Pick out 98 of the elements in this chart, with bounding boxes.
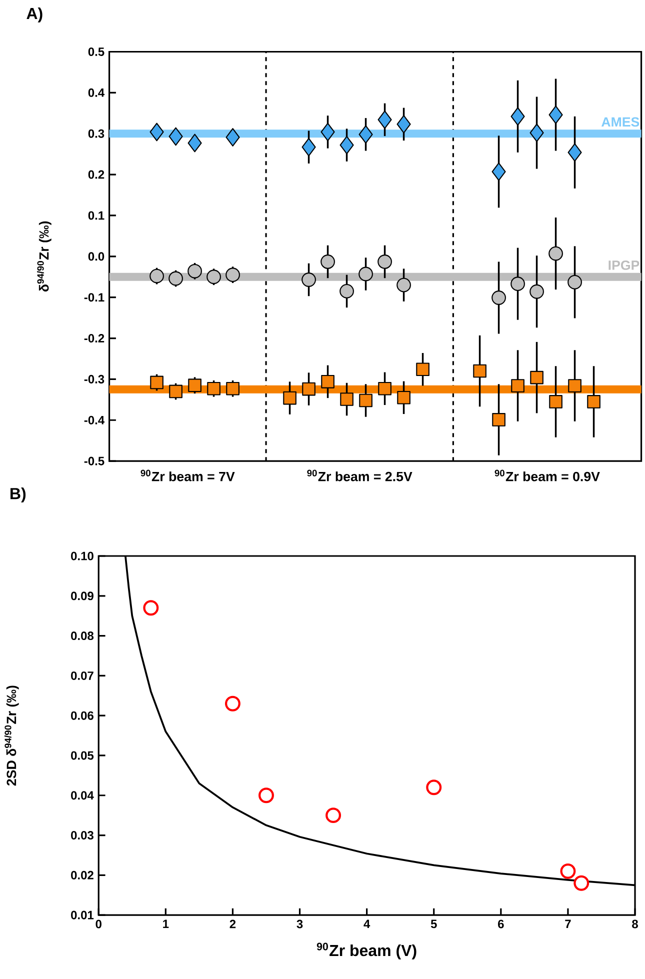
point xyxy=(320,374,334,388)
x-tick-label: 8 xyxy=(632,920,638,928)
x-tick-label: 1 xyxy=(162,920,169,928)
y-tick-label: -0.1 xyxy=(84,293,104,302)
point xyxy=(225,268,240,282)
y-tick-label: 0.5 xyxy=(88,47,104,56)
point xyxy=(150,376,164,390)
y-axis-title: δ$^{94/90}$Zr (‰) xyxy=(36,221,52,292)
point xyxy=(568,379,582,392)
point xyxy=(378,110,392,129)
point xyxy=(302,138,316,156)
text: $^{90}$Zr beam = 0.9V xyxy=(494,470,600,482)
point xyxy=(530,124,544,142)
point xyxy=(258,788,274,804)
point xyxy=(492,413,506,426)
point xyxy=(510,107,525,126)
chart-title: B) xyxy=(10,488,26,502)
x-tick-label: 3 xyxy=(296,920,303,928)
point xyxy=(510,379,524,392)
point xyxy=(568,143,582,162)
y-tick-label: 0.05 xyxy=(70,751,94,760)
y-tick-label: -0.3 xyxy=(84,374,104,384)
point xyxy=(586,395,600,408)
point xyxy=(560,863,576,879)
point xyxy=(529,284,544,299)
point xyxy=(282,391,296,405)
y-tick-label: 0.06 xyxy=(70,711,94,720)
point xyxy=(301,272,316,287)
ref-line-label: AMES xyxy=(601,117,640,127)
x-tick-label: 5 xyxy=(430,920,437,928)
y-tick-label: 0.04 xyxy=(70,791,94,800)
point xyxy=(396,390,410,404)
point xyxy=(340,136,354,154)
point xyxy=(530,370,544,384)
y-tick-label: 0.08 xyxy=(70,632,94,640)
point xyxy=(510,276,525,292)
x-tick-label: 0 xyxy=(96,920,102,928)
point xyxy=(396,114,411,134)
point xyxy=(416,362,430,376)
y-tick-label: 0.07 xyxy=(70,671,94,680)
point xyxy=(320,122,335,142)
point xyxy=(143,600,159,616)
point xyxy=(491,290,506,305)
chart-title: A) xyxy=(26,7,42,22)
point xyxy=(340,392,354,406)
ref-line-label: IPGP xyxy=(608,260,640,270)
y-tick-label: 0.10 xyxy=(70,552,94,560)
point xyxy=(168,127,183,146)
y-tick-label: 0.03 xyxy=(70,831,94,840)
point xyxy=(358,125,373,144)
point xyxy=(548,246,563,261)
y-tick-label: 0.4 xyxy=(88,88,104,97)
text: $^{90}$Zr beam = 2.5V xyxy=(307,470,412,482)
point xyxy=(472,364,486,378)
x-tick-label: 7 xyxy=(565,920,571,928)
y-axis-title: 2SD δ$^{94/90}$Zr (‰) xyxy=(4,686,19,786)
x-tick-label: 4 xyxy=(364,920,370,928)
text: $^{90}$Zr beam = 7V xyxy=(140,470,235,482)
point xyxy=(206,382,220,396)
point xyxy=(378,382,392,396)
point xyxy=(226,382,240,396)
point xyxy=(320,254,335,269)
y-tick-label: -0.5 xyxy=(84,456,104,466)
y-tick-label: 0.1 xyxy=(88,211,104,220)
y-tick-label: 0.09 xyxy=(70,592,94,600)
point xyxy=(492,162,506,181)
point xyxy=(187,264,202,278)
x-tick-label: 6 xyxy=(498,920,504,928)
point xyxy=(339,284,354,298)
point xyxy=(574,875,589,891)
point xyxy=(188,378,202,392)
point xyxy=(226,128,240,146)
point xyxy=(224,696,240,712)
y-tick-label: 0.3 xyxy=(88,129,104,138)
y-tick-label: 0.0 xyxy=(88,252,104,261)
point xyxy=(150,122,164,142)
x-axis-title: $^{90}$Zr beam (V) xyxy=(316,942,416,960)
point xyxy=(358,266,373,282)
point xyxy=(377,254,392,269)
point xyxy=(325,808,341,824)
point xyxy=(548,106,563,124)
point xyxy=(188,134,202,152)
point xyxy=(149,268,164,284)
point xyxy=(567,274,582,290)
point xyxy=(396,278,411,292)
y-tick-label: 0.01 xyxy=(70,910,94,920)
x-tick-label: 2 xyxy=(230,920,236,928)
y-tick-label: 0.02 xyxy=(70,870,94,880)
point xyxy=(548,395,562,408)
y-tick-label: 0.2 xyxy=(88,170,104,179)
point xyxy=(168,271,183,286)
point xyxy=(168,384,182,398)
point xyxy=(206,270,221,284)
y-tick-label: -0.4 xyxy=(84,416,104,424)
y-tick-label: -0.2 xyxy=(84,334,104,343)
point xyxy=(358,394,372,408)
point xyxy=(302,382,316,396)
point xyxy=(426,780,442,796)
